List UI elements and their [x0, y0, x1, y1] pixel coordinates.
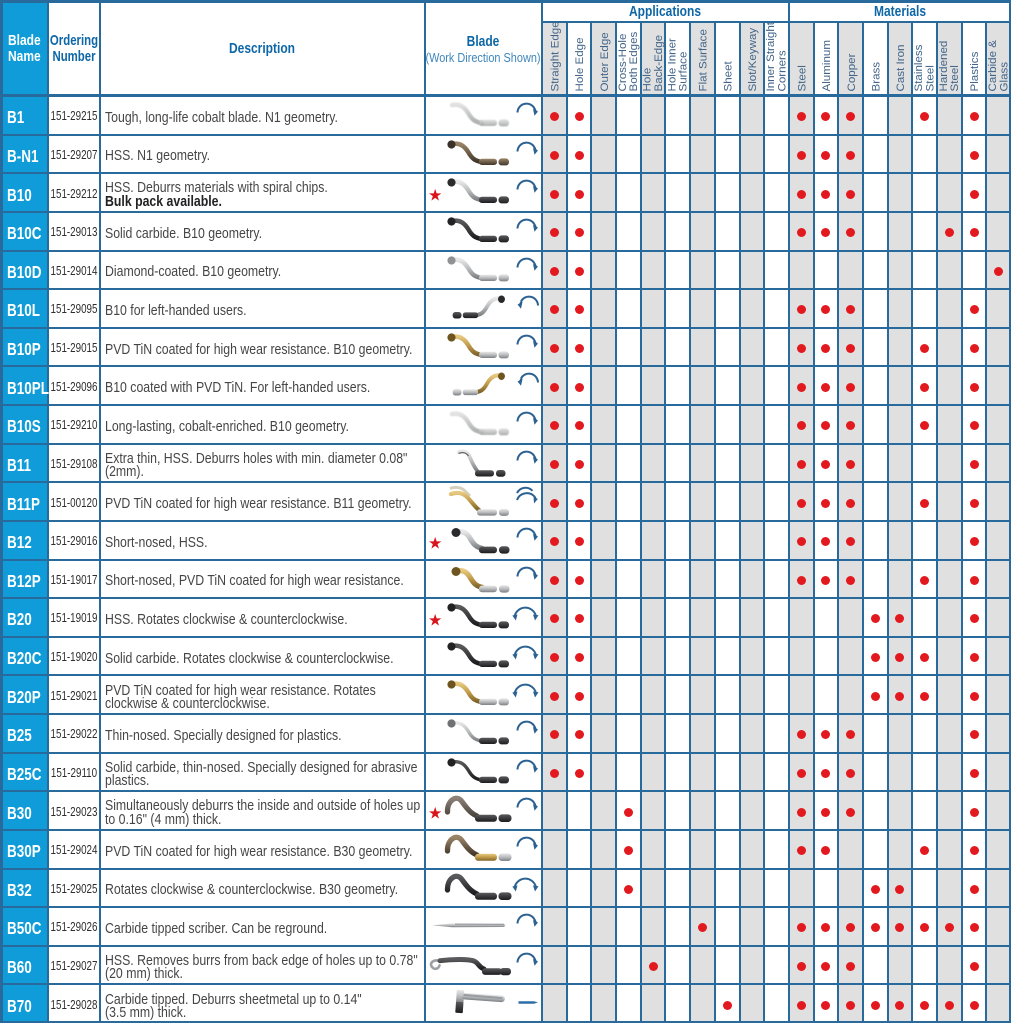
svg-text:Both Edges: Both Edges	[628, 31, 640, 91]
svg-text:Surface: Surface	[678, 52, 690, 92]
svg-text:Back-Edge: Back-Edge	[653, 35, 665, 92]
svg-text:Hardened: Hardened	[938, 41, 950, 92]
svg-text:Hole: Hole	[642, 68, 654, 92]
svg-text:Outer Edge: Outer Edge	[599, 32, 611, 91]
svg-text:Glass: Glass	[999, 62, 1011, 92]
svg-text:Stainless: Stainless	[913, 44, 925, 91]
svg-text:Inner Straight: Inner Straight	[765, 22, 777, 92]
svg-text:★: ★	[428, 535, 442, 552]
svg-text:Sheet: Sheet	[722, 60, 734, 91]
svg-text:★: ★	[428, 187, 442, 204]
svg-text:Brass: Brass	[871, 62, 883, 92]
svg-text:Carbide &: Carbide &	[987, 40, 999, 92]
svg-text:Hole Inner: Hole Inner	[666, 38, 678, 92]
svg-text:Straight Edge: Straight Edge	[550, 22, 562, 92]
svg-text:Copper: Copper	[846, 53, 858, 91]
svg-text:★: ★	[428, 805, 442, 822]
svg-text:Steel: Steel	[797, 65, 809, 91]
svg-text:Hole Edge: Hole Edge	[574, 37, 586, 91]
svg-text:Cross-Hole: Cross-Hole	[617, 34, 629, 92]
svg-text:Corners: Corners	[776, 50, 788, 91]
svg-text:Slot/Keyway: Slot/Keyway	[747, 28, 759, 92]
svg-text:Steel: Steel	[925, 65, 937, 91]
svg-text:Cast Iron: Cast Iron	[895, 45, 907, 92]
svg-text:Plastics: Plastics	[969, 51, 981, 91]
svg-text:Flat Surface: Flat Surface	[698, 29, 710, 91]
svg-text:Steel: Steel	[949, 65, 961, 91]
svg-text:★: ★	[428, 612, 442, 629]
svg-text:Aluminum: Aluminum	[821, 40, 833, 91]
